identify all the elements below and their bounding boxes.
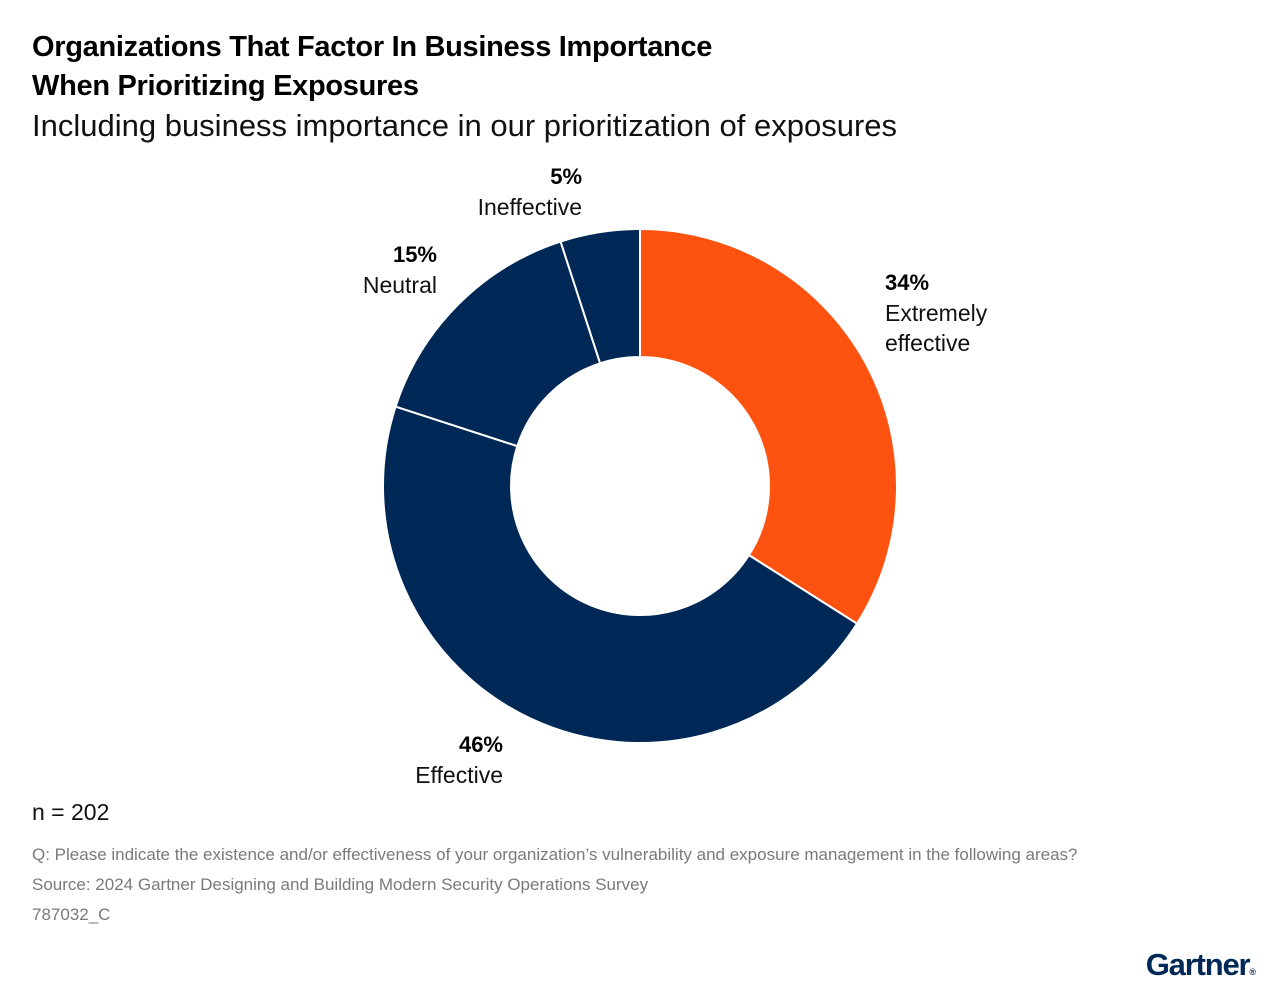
slice-category-label-effective: Effective: [415, 762, 503, 788]
slice-category-label-extremely-effective: effective: [885, 330, 970, 356]
gartner-logo-mark: ®: [1249, 967, 1256, 977]
footnote-source: Source: 2024 Gartner Designing and Build…: [32, 875, 649, 894]
slice-value-label-ineffective: 5%: [550, 164, 582, 189]
gartner-logo: Gartner®: [1146, 947, 1256, 990]
donut-slice-extremely-effective: [639, 227, 898, 626]
chart-subtitle: Including business importance in our pri…: [32, 108, 898, 143]
footnote-question: Q: Please indicate the existence and/or …: [32, 845, 1078, 864]
sample-size: n = 202: [32, 799, 110, 825]
donut-chart: 34% Extremely effective 46% Effective 15% Neut…: [363, 164, 988, 788]
slice-category-label-neutral: Neutral: [363, 272, 437, 298]
slice-value-label-effective: 46%: [459, 732, 503, 757]
chart-title-line-1: Organizations That Factor In Business Im…: [32, 31, 713, 63]
slice-value-label-neutral: 15%: [393, 242, 437, 267]
footnote-id: 787032_C: [32, 905, 111, 924]
gartner-logo-text: Gartner: [1145, 947, 1251, 982]
donut-slice-ineffective: [559, 227, 641, 365]
chart-title: Organizations That Factor In Business Im…: [32, 28, 1032, 106]
donut-slice-effective: [382, 405, 859, 744]
chart-title-line-2: When Prioritizing Exposures: [32, 70, 419, 102]
slice-category-label-extremely-effective: Extremely: [885, 300, 988, 326]
slice-category-label-ineffective: Ineffective: [478, 194, 582, 220]
slice-value-label-extremely-effective: 34%: [885, 270, 929, 295]
donut-slice-neutral: [394, 240, 602, 448]
